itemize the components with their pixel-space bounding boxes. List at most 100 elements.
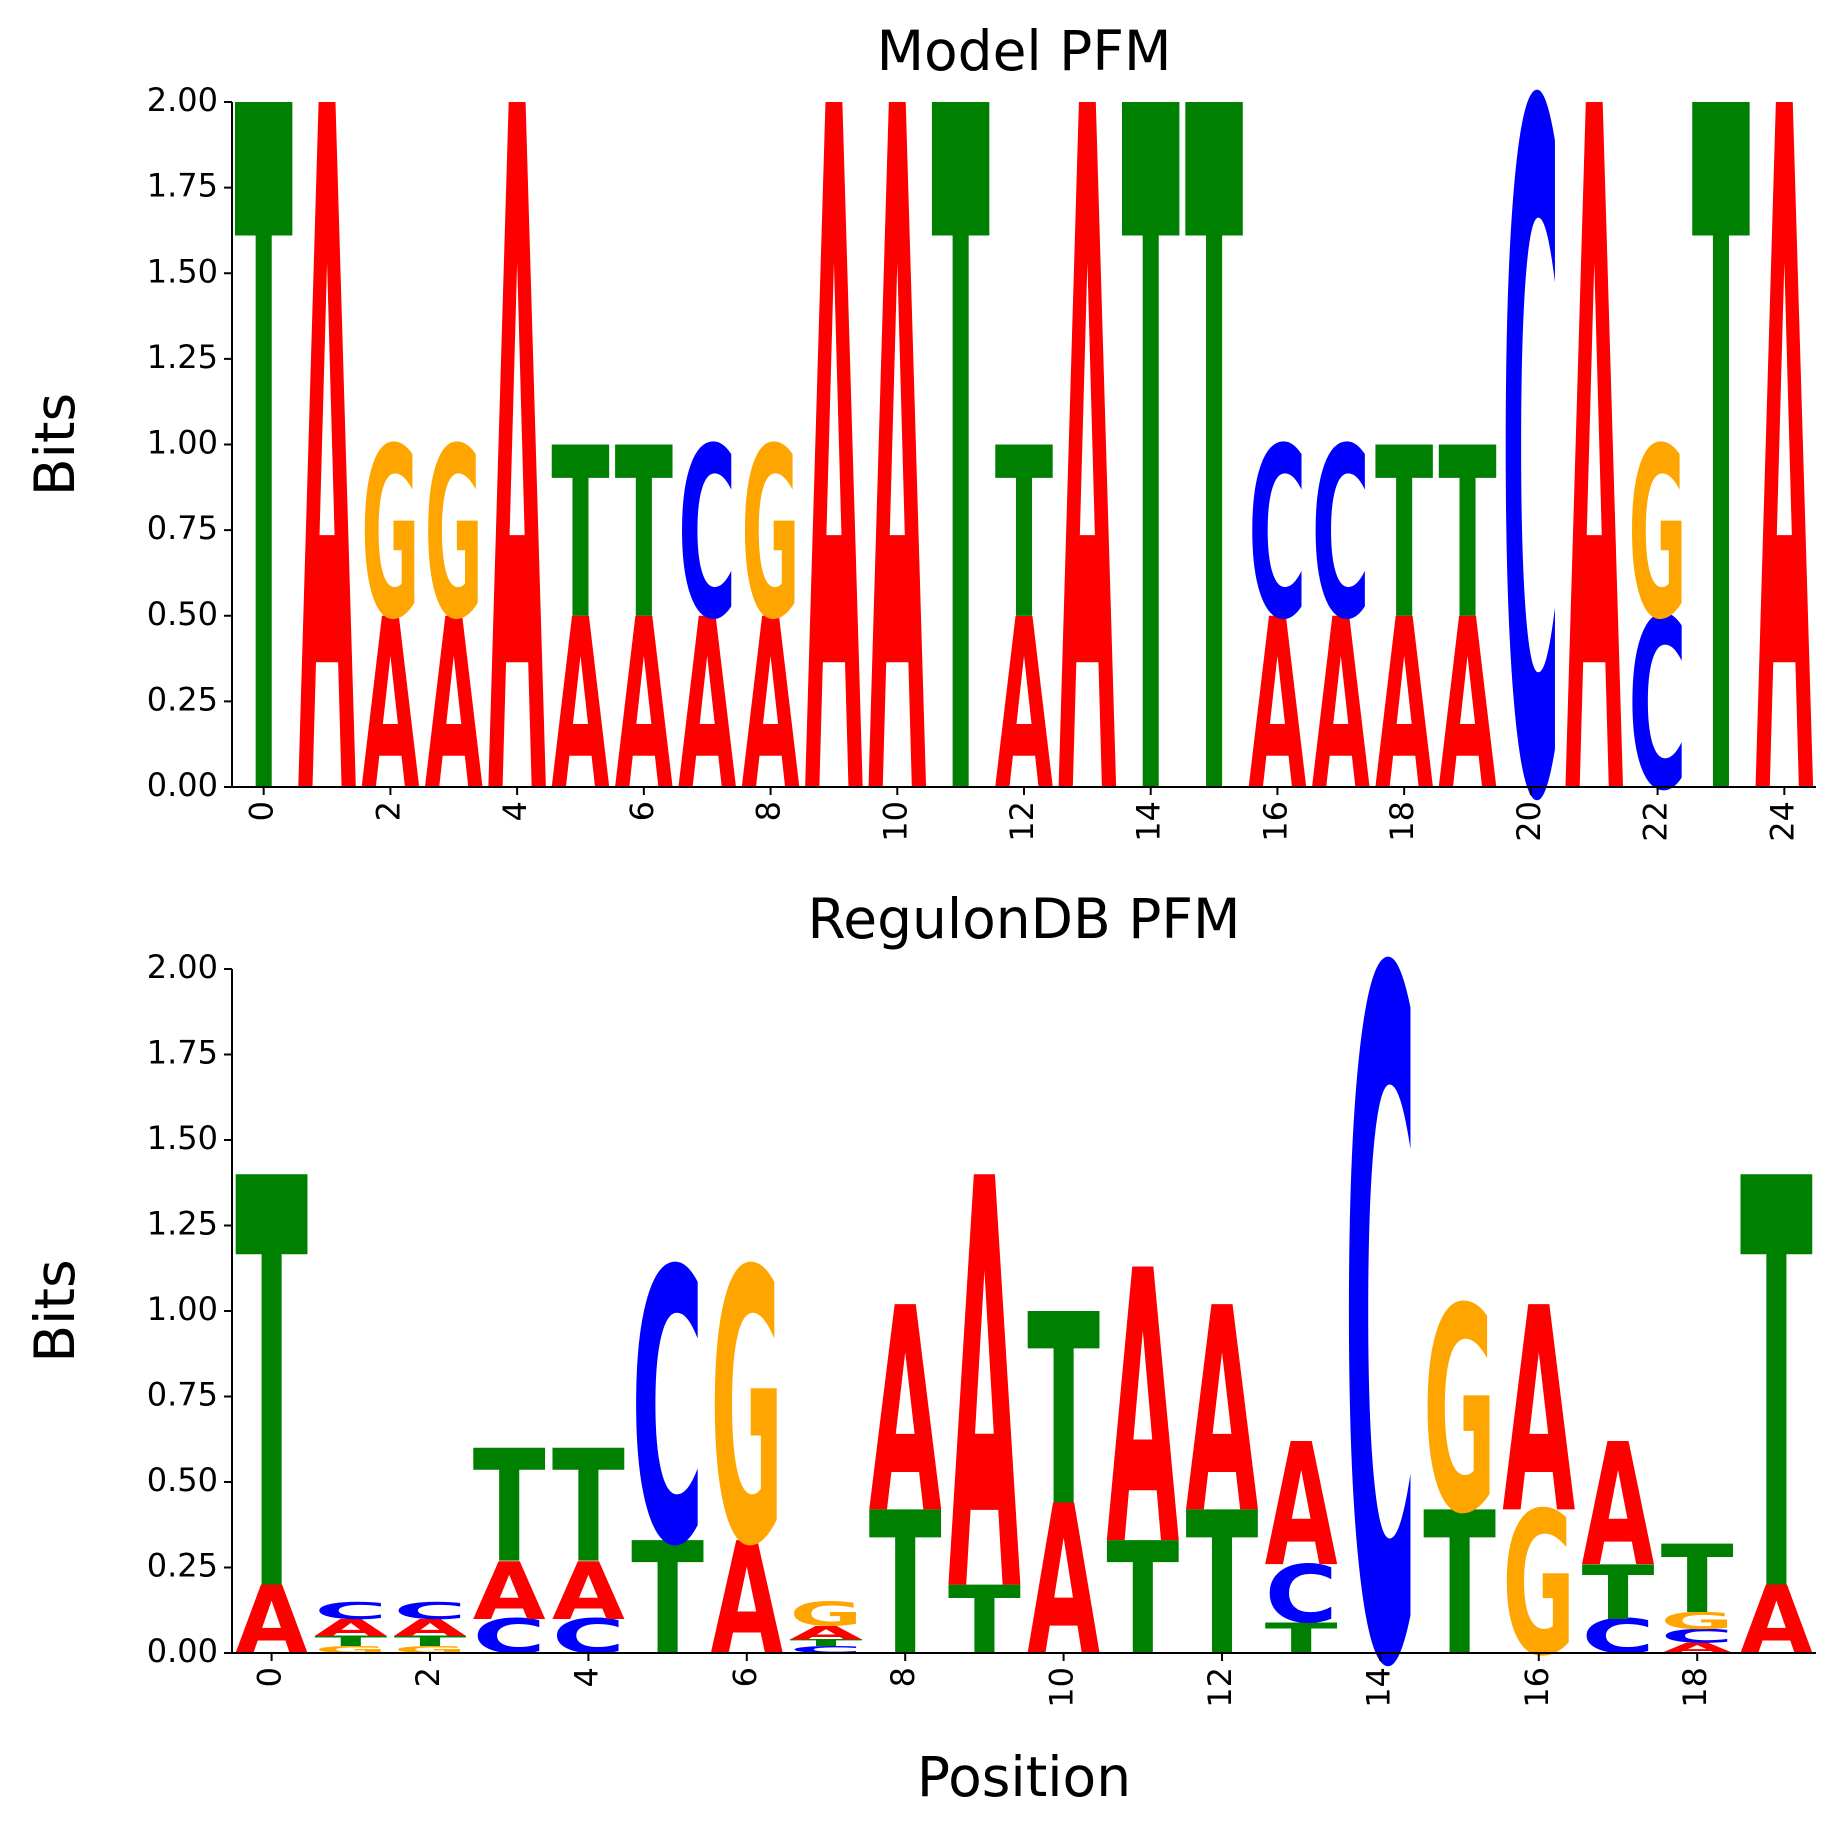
y-tick-label: 0.75 — [147, 1376, 218, 1414]
logo-letter: A — [298, 0, 357, 1009]
logo-letter: C — [790, 1644, 863, 1655]
y-tick-label: 1.25 — [147, 338, 218, 376]
logo-letter: T — [473, 1417, 546, 1598]
logo-letter: T — [931, 0, 990, 1009]
logo-letter: A — [1582, 1407, 1655, 1604]
logo-letter: A — [552, 1546, 625, 1639]
logo-letter: A — [1265, 1407, 1338, 1604]
y-tick-label: 0.00 — [147, 1632, 218, 1670]
logo-letter: A — [1106, 1192, 1180, 1629]
logo-letter: A — [488, 0, 547, 1009]
y-tick-label: 1.00 — [147, 1290, 218, 1328]
y-tick-label: 2.00 — [147, 81, 218, 119]
logo-letter: G — [741, 397, 799, 672]
y-tick-label: 1.75 — [147, 1034, 218, 1072]
logo-letter: G — [1661, 1608, 1734, 1635]
y-tick-label: 1.50 — [147, 252, 218, 290]
logo-letter: G — [1502, 1470, 1575, 1700]
logo-letter: A — [473, 1546, 546, 1639]
logo-letter: A — [551, 568, 609, 843]
logo-letter: T — [1692, 0, 1751, 1009]
x-tick-label: 2 — [369, 801, 407, 821]
x-tick-label: 22 — [1637, 801, 1675, 842]
x-tick-label: 14 — [1359, 1667, 1397, 1708]
logo-letter: C — [314, 1597, 387, 1624]
logo-letter: A — [741, 568, 799, 843]
logo-letter: T — [1027, 1258, 1100, 1565]
logo-letter: C — [1502, 0, 1560, 1009]
logo-letter: T — [790, 1637, 864, 1648]
logo-letter: A — [1058, 0, 1117, 1009]
logo-letter: C — [1628, 568, 1686, 843]
logo-letter: T — [1740, 1064, 1813, 1718]
logo-letter: A — [425, 568, 483, 843]
x-tick-label: 0 — [251, 1667, 289, 1687]
logo-letter: T — [235, 1064, 308, 1718]
logo-letter: T — [314, 1633, 387, 1649]
chart: RegulonDB PFMBitsPositionCGATGTACGTACGCA… — [23, 784, 1816, 1834]
logo-letter: A — [948, 1064, 1022, 1718]
x-tick-label: 8 — [884, 1667, 922, 1687]
logo-letter: A — [1502, 1248, 1575, 1576]
logo-letter: T — [948, 1566, 1021, 1675]
x-tick-label: 12 — [1003, 801, 1041, 842]
logo-letter: A — [1312, 568, 1370, 843]
x-tick-label: 20 — [1510, 801, 1548, 842]
logo-letter: A — [1438, 568, 1496, 843]
y-tick-label: 0.75 — [147, 509, 218, 547]
logo-letter: T — [551, 397, 609, 672]
logo-letter: T — [1186, 1470, 1259, 1700]
logo-letter: A — [1027, 1462, 1100, 1703]
logo-letter: C — [1312, 397, 1370, 672]
logo-letter: T — [394, 1633, 467, 1649]
logo-letter: T — [1122, 0, 1181, 1009]
logo-letter: G — [1628, 397, 1686, 672]
x-tick-label: 14 — [1130, 801, 1168, 842]
logo-letter: A — [1248, 568, 1306, 843]
logo-letter: A — [1565, 0, 1624, 1009]
logo-letter: A — [995, 568, 1053, 843]
logo-letter: T — [615, 397, 673, 672]
x-tick-label: 8 — [750, 801, 788, 821]
logo-letter: T — [1106, 1509, 1179, 1690]
y-tick-label: 1.25 — [147, 1205, 218, 1243]
logo-letter: A — [394, 1615, 467, 1642]
x-axis-label: Position — [917, 1745, 1131, 1809]
logo-letter: A — [869, 1248, 942, 1576]
logo-letter: C — [1582, 1610, 1655, 1664]
logo-letter: G — [1423, 1248, 1496, 1576]
x-tick-label: 24 — [1763, 801, 1801, 842]
logo-letter: A — [1740, 1566, 1813, 1675]
y-tick-label: 0.50 — [147, 595, 218, 633]
logo-letter: T — [1185, 0, 1244, 1009]
y-tick-label: 2.00 — [147, 948, 218, 986]
logo-letter: A — [1375, 568, 1433, 843]
y-axis-label: Bits — [23, 393, 87, 496]
y-tick-label: 0.25 — [147, 680, 218, 718]
x-tick-label: 10 — [1043, 1667, 1081, 1708]
x-tick-label: 4 — [567, 1667, 605, 1687]
logo-letter: G — [394, 1644, 467, 1655]
logo-letter: A — [615, 568, 673, 843]
x-tick-label: 10 — [876, 801, 914, 842]
x-tick-label: 4 — [496, 801, 534, 821]
x-tick-label: 18 — [1676, 1667, 1714, 1708]
y-tick-label: 0.25 — [147, 1547, 218, 1585]
x-tick-label: 16 — [1518, 1667, 1556, 1708]
chart-title: Model PFM — [877, 19, 1172, 83]
y-tick-label: 1.75 — [147, 167, 218, 205]
x-tick-label: 12 — [1201, 1667, 1239, 1708]
logo-letter: T — [1582, 1549, 1655, 1636]
logo-letter: G — [425, 397, 483, 672]
x-tick-label: 6 — [623, 801, 661, 821]
logo-letter: C — [1248, 397, 1306, 672]
logo-letter: T — [1265, 1614, 1338, 1663]
logo-letter: A — [868, 0, 927, 1009]
logo-letter: T — [235, 0, 294, 1009]
logo-letter: A — [1755, 0, 1814, 1009]
logo-letter: T — [631, 1509, 704, 1690]
logo-letter: T — [869, 1470, 942, 1700]
logo-letter: C — [1661, 1625, 1734, 1647]
x-tick-label: 6 — [726, 1667, 764, 1687]
